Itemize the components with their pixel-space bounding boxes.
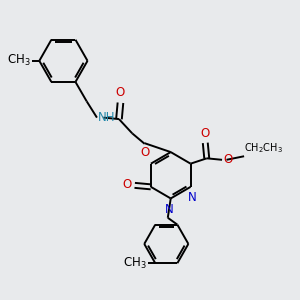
Text: N: N: [165, 203, 174, 216]
Text: N: N: [188, 191, 197, 204]
Text: CH$_2$CH$_3$: CH$_2$CH$_3$: [244, 141, 283, 155]
Text: O: O: [116, 86, 125, 99]
Text: O: O: [223, 153, 232, 166]
Text: NH: NH: [98, 110, 115, 124]
Text: O: O: [122, 178, 132, 191]
Text: CH$_3$: CH$_3$: [7, 53, 31, 68]
Text: O: O: [140, 146, 149, 159]
Text: CH$_3$: CH$_3$: [123, 256, 147, 271]
Text: O: O: [201, 127, 210, 140]
